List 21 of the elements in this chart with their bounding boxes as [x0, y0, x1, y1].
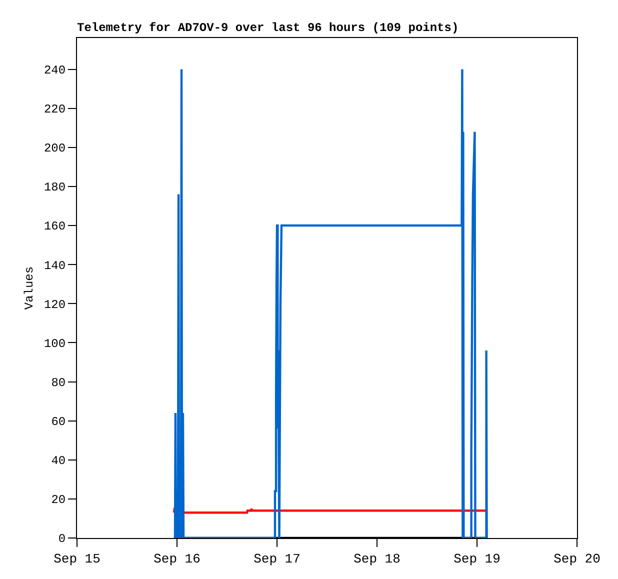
y-tick-label: 40: [51, 454, 66, 468]
x-tick-label: Sep 18: [354, 552, 400, 567]
y-tick-label: 100: [44, 336, 66, 351]
y-tick-label: 140: [44, 258, 66, 273]
y-tick-label: 220: [44, 102, 66, 117]
y-tick-label: 180: [44, 180, 66, 195]
x-tick-label: Sep 19: [454, 552, 500, 567]
y-tick-label: 160: [44, 220, 66, 234]
y-tick-label: 240: [44, 63, 66, 78]
y-tick-label: 20: [51, 493, 66, 508]
x-tick-label: Sep 17: [254, 552, 300, 567]
y-axis-title: Values: [22, 266, 36, 310]
y-tick-label: 80: [51, 376, 66, 390]
x-tick-label: Sep 15: [54, 552, 100, 567]
x-tick-label: Sep 16: [154, 552, 200, 567]
x-tick-label: Sep 20: [554, 552, 600, 567]
y-tick-label: 120: [44, 298, 66, 312]
chart-title: Telemetry for AD7OV-9 over last 96 hours (109 points): [77, 21, 459, 35]
y-tick-label: 60: [51, 415, 66, 430]
y-tick-label: 0: [58, 532, 66, 546]
y-tick-label: 200: [44, 142, 66, 156]
